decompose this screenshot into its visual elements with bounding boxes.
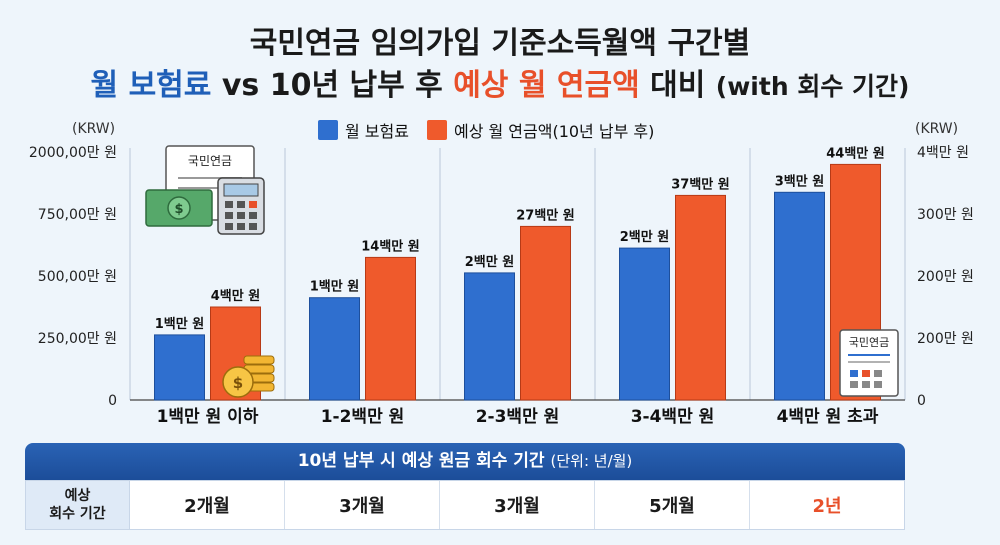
bar-pension xyxy=(675,194,726,401)
title-paren: (with 회수 기간) xyxy=(715,72,910,101)
table-cell: 2개월 xyxy=(130,481,285,529)
svg-text:$: $ xyxy=(233,374,243,392)
banner-unit: (단위: 년/월) xyxy=(550,452,633,470)
bar-chart: 0 250,00만 원 500,00만 원 750,00만 원 2000,00만 원 0… xyxy=(29,145,974,427)
legend-label-pension: 예상 월 연금액(10년 납부 후) xyxy=(453,122,655,141)
bar-value-label: 44백만 원 xyxy=(826,145,885,161)
bar-value-label: 2백만 원 xyxy=(465,254,514,270)
chart-title-line1: 국민연금 임의가입 기준소득월액 구간별 xyxy=(249,26,751,61)
bar-value-label: 27백만 원 xyxy=(516,207,575,223)
bar-value-label: 3백만 원 xyxy=(775,173,824,189)
table-cell: 3개월 xyxy=(440,481,595,529)
pension-receipt-icon: 국민연금 xyxy=(839,329,899,397)
coins-icon: $ xyxy=(222,355,275,398)
title-compare: 대비 xyxy=(639,68,716,103)
table-cell: 3개월 xyxy=(285,481,440,529)
bar-premium xyxy=(774,191,825,401)
legend-swatch-premium xyxy=(318,120,338,140)
y-tick-right: 200만 원 xyxy=(917,269,974,285)
banner-title: 10년 납부 시 예상 원금 회수 기간 xyxy=(297,451,545,471)
bar-premium xyxy=(309,297,360,401)
title-vs: vs 10년 납부 후 xyxy=(211,68,454,103)
cash-icon: $ xyxy=(145,189,213,227)
x-category-label: 3-4백만 원 xyxy=(631,407,715,427)
right-axis-unit: (KRW) xyxy=(915,121,959,137)
bar-pension xyxy=(520,225,571,401)
document-icon-label: 국민연금 xyxy=(188,154,232,168)
x-category-label: 2-3백만 원 xyxy=(476,407,560,427)
legend-item-premium: 월 보험료 xyxy=(318,118,409,142)
table-cell-highlight: 2년 xyxy=(812,496,842,517)
bar-pension xyxy=(365,256,416,401)
legend-label-premium: 월 보험료 xyxy=(345,122,409,141)
bar-premium xyxy=(464,272,515,401)
x-category-label: 4백만 원 초과 xyxy=(777,407,879,427)
bar-value-label: 4백만 원 xyxy=(211,288,260,304)
legend-item-pension: 예상 월 연금액(10년 납부 후) xyxy=(426,118,655,142)
title-pension: 예상 월 연금액 xyxy=(453,68,640,103)
y-tick-right: 200만 원 xyxy=(917,331,974,347)
calculator-icon xyxy=(217,177,265,235)
bar-value-label: 37백만 원 xyxy=(671,176,730,192)
chart-title-line2: 월 보험료 vs 10년 납부 후 예상 월 연금액 대비 (with 회수 기… xyxy=(0,60,1000,104)
legend: 월 보험료 예상 월 연금액(10년 납부 후) xyxy=(318,118,672,142)
y-tick-left: 2000,00만 원 xyxy=(29,145,117,161)
y-tick-left: 0 xyxy=(108,393,117,409)
x-category-label: 1-2백만 원 xyxy=(321,407,405,427)
title-premium: 월 보험료 xyxy=(90,68,212,103)
y-tick-left: 750,00만 원 xyxy=(38,207,117,223)
receipt-icon-label: 국민연금 xyxy=(849,336,889,349)
row-header-line1: 예상 xyxy=(64,488,91,504)
bar-value-label: 1백만 원 xyxy=(155,316,204,332)
y-tick-right: 4백만 원 xyxy=(917,145,969,161)
table-cell: 5개월 xyxy=(595,481,750,529)
bar-premium xyxy=(154,334,205,401)
left-axis-unit: (KRW) xyxy=(72,121,116,137)
y-tick-left: 500,00만 원 xyxy=(38,269,117,285)
bar-value-label: 2백만 원 xyxy=(620,229,669,245)
bar-premium xyxy=(619,247,670,401)
y-tick-right: 0 xyxy=(917,393,926,409)
bar-value-label: 1백만 원 xyxy=(310,279,359,295)
row-header-line2: 회수 기간 xyxy=(49,506,106,522)
bar-value-label: 14백만 원 xyxy=(361,238,420,254)
legend-swatch-pension xyxy=(426,120,447,140)
payback-table-banner: 10년 납부 시 예상 원금 회수 기간 (단위: 년/월) xyxy=(25,443,905,480)
x-category-label: 1백만 원 이하 xyxy=(157,407,259,427)
svg-text:$: $ xyxy=(174,202,183,217)
y-tick-right: 300만 원 xyxy=(917,207,974,223)
y-tick-left: 250,00만 원 xyxy=(38,331,117,347)
